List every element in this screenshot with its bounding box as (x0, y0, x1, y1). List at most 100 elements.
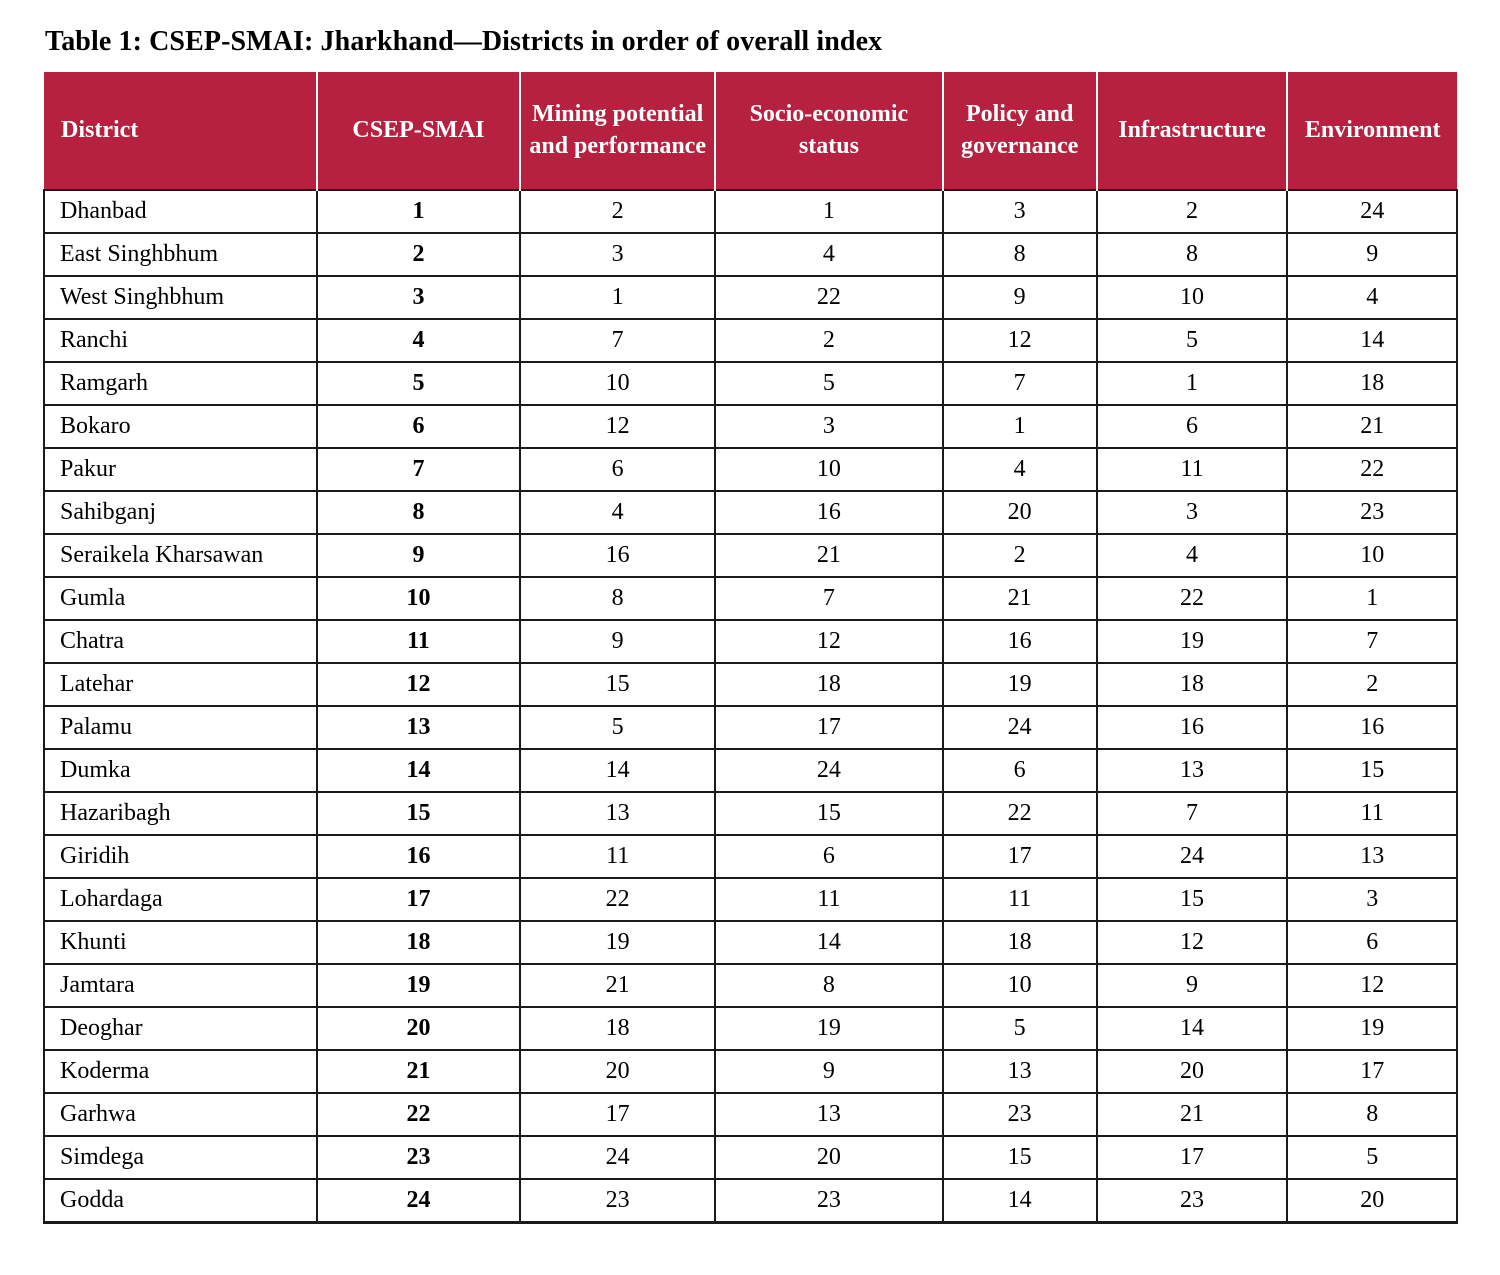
cell-csep-smai: 4 (315, 318, 522, 363)
cell-infra: 18 (1095, 662, 1289, 707)
cell-env: 6 (1286, 920, 1458, 965)
cell-district: Simdega (43, 1135, 318, 1180)
cell-infra: 8 (1095, 232, 1289, 277)
table-row: Ramgarh 5 10 5 7 1 18 (43, 361, 1458, 406)
cell-csep-smai: 19 (315, 963, 522, 1008)
cell-mining: 12 (519, 404, 717, 449)
cell-policy: 2 (941, 533, 1098, 578)
cell-mining: 2 (519, 189, 717, 234)
cell-socio: 5 (714, 361, 944, 406)
cell-district: Deoghar (43, 1006, 318, 1051)
cell-policy: 5 (941, 1006, 1098, 1051)
cell-district: Hazaribagh (43, 791, 318, 836)
cell-district: Dumka (43, 748, 318, 793)
table-body: Dhanbad 1 2 1 3 2 24 East Singhbhum 2 3 4 8 8 9 West S… (43, 189, 1458, 1224)
cell-infra: 21 (1095, 1092, 1289, 1137)
cell-district: Bokaro (43, 404, 318, 449)
header-row: District CSEP-SMAI Mining potential and pe… (44, 72, 1457, 190)
table-row: Khunti 18 19 14 18 12 6 (43, 920, 1458, 965)
cell-socio: 10 (714, 447, 944, 492)
table-row: Deoghar 20 18 19 5 14 19 (43, 1006, 1458, 1051)
cell-env: 20 (1286, 1178, 1458, 1224)
cell-socio: 19 (714, 1006, 944, 1051)
cell-env: 12 (1286, 963, 1458, 1008)
cell-env: 13 (1286, 834, 1458, 879)
column-header-infrastructure: Infrastructure (1095, 72, 1288, 190)
cell-mining: 21 (519, 963, 717, 1008)
cell-policy: 10 (941, 963, 1098, 1008)
cell-mining: 22 (519, 877, 717, 922)
cell-csep-smai: 6 (315, 404, 522, 449)
cell-env: 24 (1286, 189, 1458, 234)
cell-policy: 15 (941, 1135, 1098, 1180)
cell-mining: 5 (519, 705, 717, 750)
cell-policy: 22 (941, 791, 1098, 836)
cell-csep-smai: 5 (315, 361, 522, 406)
cell-csep-smai: 22 (315, 1092, 522, 1137)
cell-csep-smai: 15 (315, 791, 522, 836)
table-row: Dhanbad 1 2 1 3 2 24 (43, 189, 1458, 234)
table-row: Simdega 23 24 20 15 17 5 (43, 1135, 1458, 1180)
cell-mining: 19 (519, 920, 717, 965)
cell-district: Khunti (43, 920, 318, 965)
cell-socio: 2 (714, 318, 944, 363)
cell-infra: 11 (1095, 447, 1289, 492)
cell-env: 18 (1286, 361, 1458, 406)
cell-env: 4 (1286, 275, 1458, 320)
cell-env: 1 (1286, 576, 1458, 621)
cell-policy: 19 (941, 662, 1098, 707)
cell-env: 22 (1286, 447, 1458, 492)
cell-infra: 13 (1095, 748, 1289, 793)
cell-infra: 15 (1095, 877, 1289, 922)
cell-socio: 16 (714, 490, 944, 535)
table-row: Giridih 16 11 6 17 24 13 (43, 834, 1458, 879)
column-header-environment: Environment (1286, 72, 1457, 190)
table-row: Ranchi 4 7 2 12 5 14 (43, 318, 1458, 363)
cell-mining: 3 (519, 232, 717, 277)
cell-infra: 23 (1095, 1178, 1289, 1224)
table-row: Palamu 13 5 17 24 16 16 (43, 705, 1458, 750)
cell-csep-smai: 1 (315, 189, 522, 234)
cell-infra: 12 (1095, 920, 1289, 965)
cell-env: 9 (1286, 232, 1458, 277)
cell-policy: 13 (941, 1049, 1098, 1094)
table-row: Garhwa 22 17 13 23 21 8 (43, 1092, 1458, 1137)
cell-infra: 9 (1095, 963, 1289, 1008)
cell-socio: 22 (714, 275, 944, 320)
cell-env: 15 (1286, 748, 1458, 793)
cell-policy: 24 (941, 705, 1098, 750)
cell-policy: 23 (941, 1092, 1098, 1137)
cell-env: 16 (1286, 705, 1458, 750)
districts-rank-table: District CSEP-SMAI Mining potential and pe… (43, 72, 1458, 1224)
cell-socio: 7 (714, 576, 944, 621)
cell-env: 21 (1286, 404, 1458, 449)
cell-infra: 1 (1095, 361, 1289, 406)
cell-socio: 1 (714, 189, 944, 234)
table-header: District CSEP-SMAI Mining potential and pe… (44, 72, 1457, 190)
table-row: Lohardaga 17 22 11 11 15 3 (43, 877, 1458, 922)
cell-infra: 22 (1095, 576, 1289, 621)
cell-csep-smai: 7 (315, 447, 522, 492)
cell-env: 3 (1286, 877, 1458, 922)
cell-district: Pakur (43, 447, 318, 492)
cell-mining: 18 (519, 1006, 717, 1051)
cell-district: Gumla (43, 576, 318, 621)
table-title: Table 1: CSEP-SMAI: Jharkhand—Districts … (45, 26, 883, 57)
column-header-csep-smai: CSEP-SMAI (315, 72, 521, 190)
cell-socio: 17 (714, 705, 944, 750)
cell-csep-smai: 17 (315, 877, 522, 922)
table-row: Dumka 14 14 24 6 13 15 (43, 748, 1458, 793)
cell-mining: 6 (519, 447, 717, 492)
cell-district: Lohardaga (43, 877, 318, 922)
cell-infra: 19 (1095, 619, 1289, 664)
cell-infra: 7 (1095, 791, 1289, 836)
cell-socio: 11 (714, 877, 944, 922)
cell-mining: 16 (519, 533, 717, 578)
cell-env: 17 (1286, 1049, 1458, 1094)
table-row: Godda 24 23 23 14 23 20 (43, 1178, 1458, 1224)
cell-env: 8 (1286, 1092, 1458, 1137)
cell-socio: 24 (714, 748, 944, 793)
cell-socio: 15 (714, 791, 944, 836)
cell-mining: 14 (519, 748, 717, 793)
cell-district: East Singhbhum (43, 232, 318, 277)
